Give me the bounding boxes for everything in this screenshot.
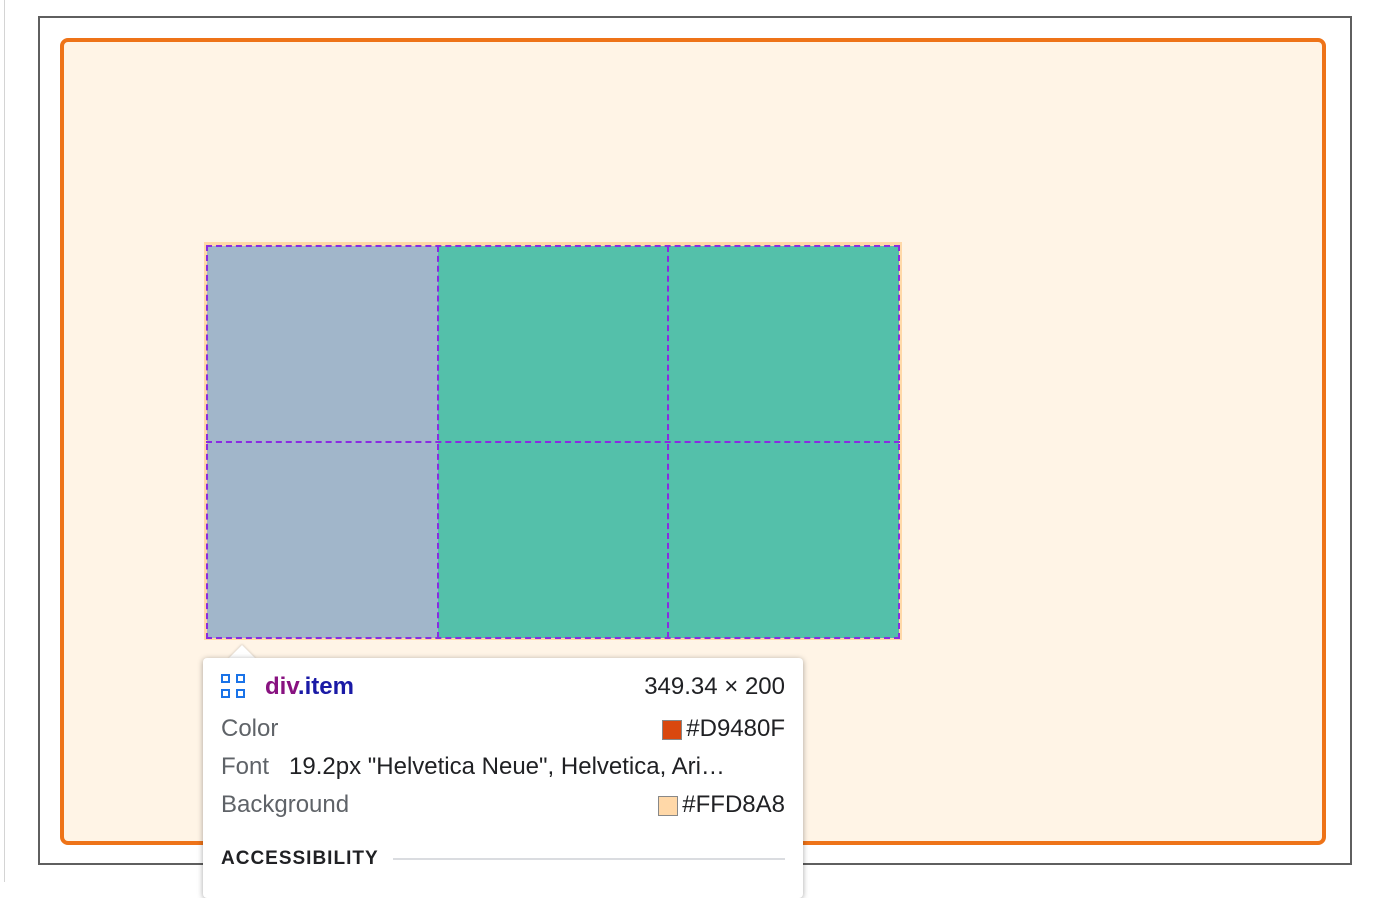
property-row-background: Background #FFD8A8 (221, 790, 785, 820)
page-left-border (4, 0, 5, 882)
property-label: Font (221, 753, 270, 780)
property-value: #D9480F (686, 715, 785, 742)
grid-cell-r1-c3[interactable] (669, 246, 899, 442)
tooltip-header: div.item 349.34 × 200 (221, 672, 785, 702)
element-name: div.item (265, 673, 354, 700)
tooltip-arrow (228, 645, 256, 659)
grid-line-row-2 (206, 441, 900, 443)
grid-cell-r1-c1[interactable] (207, 246, 438, 442)
divider (392, 858, 785, 860)
accessibility-section-header: ACCESSIBILITY (221, 848, 785, 870)
property-label: Color (221, 715, 279, 742)
color-swatch (658, 795, 679, 816)
property-label: Background (221, 791, 350, 818)
color-swatch (662, 719, 683, 740)
property-row-color: Color #D9480F (221, 714, 785, 744)
element-dimensions: 349.34 × 200 (644, 673, 785, 700)
inspect-tooltip: div.item 349.34 × 200 Color #D9480F Font… (203, 658, 803, 898)
grid-cell-r2-c1[interactable] (207, 442, 438, 638)
property-value: #FFD8A8 (682, 791, 785, 818)
grid-icon (221, 674, 247, 700)
grid-cell-r2-c3[interactable] (669, 442, 899, 638)
property-value: 19.2px "Helvetica Neue", Helvetica, Ari… (289, 753, 725, 780)
grid-cell-r2-c2[interactable] (438, 442, 669, 638)
property-row-font: Font 19.2px "Helvetica Neue", Helvetica,… (221, 752, 785, 782)
grid-cell-r1-c2[interactable] (438, 246, 669, 442)
